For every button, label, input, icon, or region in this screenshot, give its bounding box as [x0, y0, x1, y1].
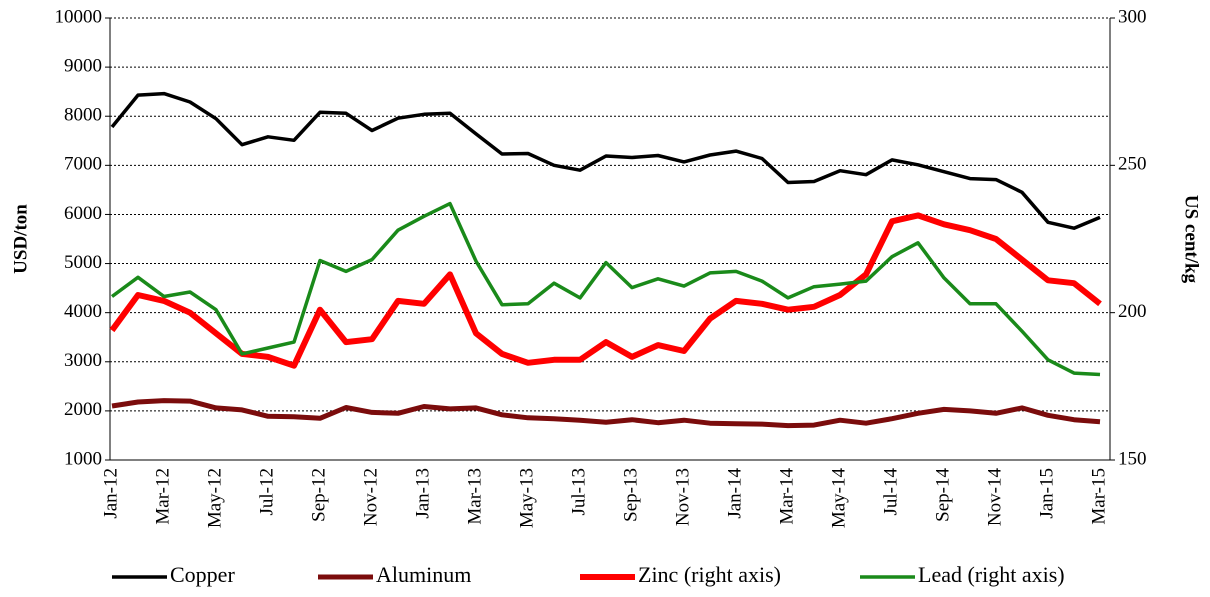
y-tick-label: 9000	[64, 55, 102, 76]
y-tick-label: 6000	[64, 203, 102, 224]
y-tick-label: 4000	[64, 301, 102, 322]
x-tick-label: Jul-14	[880, 468, 901, 516]
y2-tick-label: 200	[1118, 301, 1147, 322]
x-tick-label: Jul-12	[256, 468, 277, 516]
y2-tick-label: 150	[1118, 448, 1147, 469]
x-tick-label: May-14	[828, 468, 849, 529]
x-tick-label: Sep-13	[620, 468, 641, 522]
legend-text: Lead (right axis)	[918, 562, 1065, 587]
series-line	[110, 201, 1101, 377]
series-line	[111, 398, 1101, 429]
legend-text: Aluminum	[376, 562, 471, 587]
y-tick-label: 2000	[64, 399, 102, 420]
y-axis-title: USD/ton	[10, 204, 31, 274]
x-tick-label: May-12	[204, 468, 225, 528]
x-tick-label: Sep-12	[308, 468, 329, 522]
x-tick-label: Jan-14	[724, 468, 745, 519]
x-tick-label: May-13	[516, 468, 537, 528]
x-tick-label: Sep-14	[932, 468, 953, 522]
legend-text: Zinc (right axis)	[638, 562, 781, 587]
x-tick-label: Mar-14	[776, 468, 797, 525]
legend-text: Copper	[170, 562, 235, 587]
x-tick-label: Nov-14	[984, 468, 1005, 527]
x-tick-label: Jan-15	[1036, 468, 1057, 519]
x-tick-label: Mar-13	[464, 468, 485, 525]
x-tick-label: Jan-12	[100, 468, 121, 519]
y2-axis-title: US cent/kg	[1181, 195, 1202, 284]
x-tick-label: Mar-15	[1088, 468, 1109, 525]
y-tick-label: 5000	[64, 252, 102, 273]
series-line	[110, 91, 1101, 230]
y2-tick-label: 250	[1118, 154, 1147, 175]
x-tick-label: Nov-12	[360, 468, 381, 526]
series-line	[109, 212, 1102, 369]
y-tick-label: 3000	[64, 350, 102, 371]
x-tick-label: Jul-13	[568, 468, 589, 516]
x-tick-label: Jan-13	[412, 468, 433, 519]
y-tick-label: 1000	[64, 448, 102, 469]
y2-tick-label: 300	[1118, 6, 1147, 27]
x-tick-label: Mar-12	[152, 468, 173, 525]
y-tick-label: 8000	[64, 105, 102, 126]
x-tick-label: Nov-13	[672, 468, 693, 526]
y-tick-label: 10000	[55, 6, 103, 27]
y-tick-label: 7000	[64, 154, 102, 175]
